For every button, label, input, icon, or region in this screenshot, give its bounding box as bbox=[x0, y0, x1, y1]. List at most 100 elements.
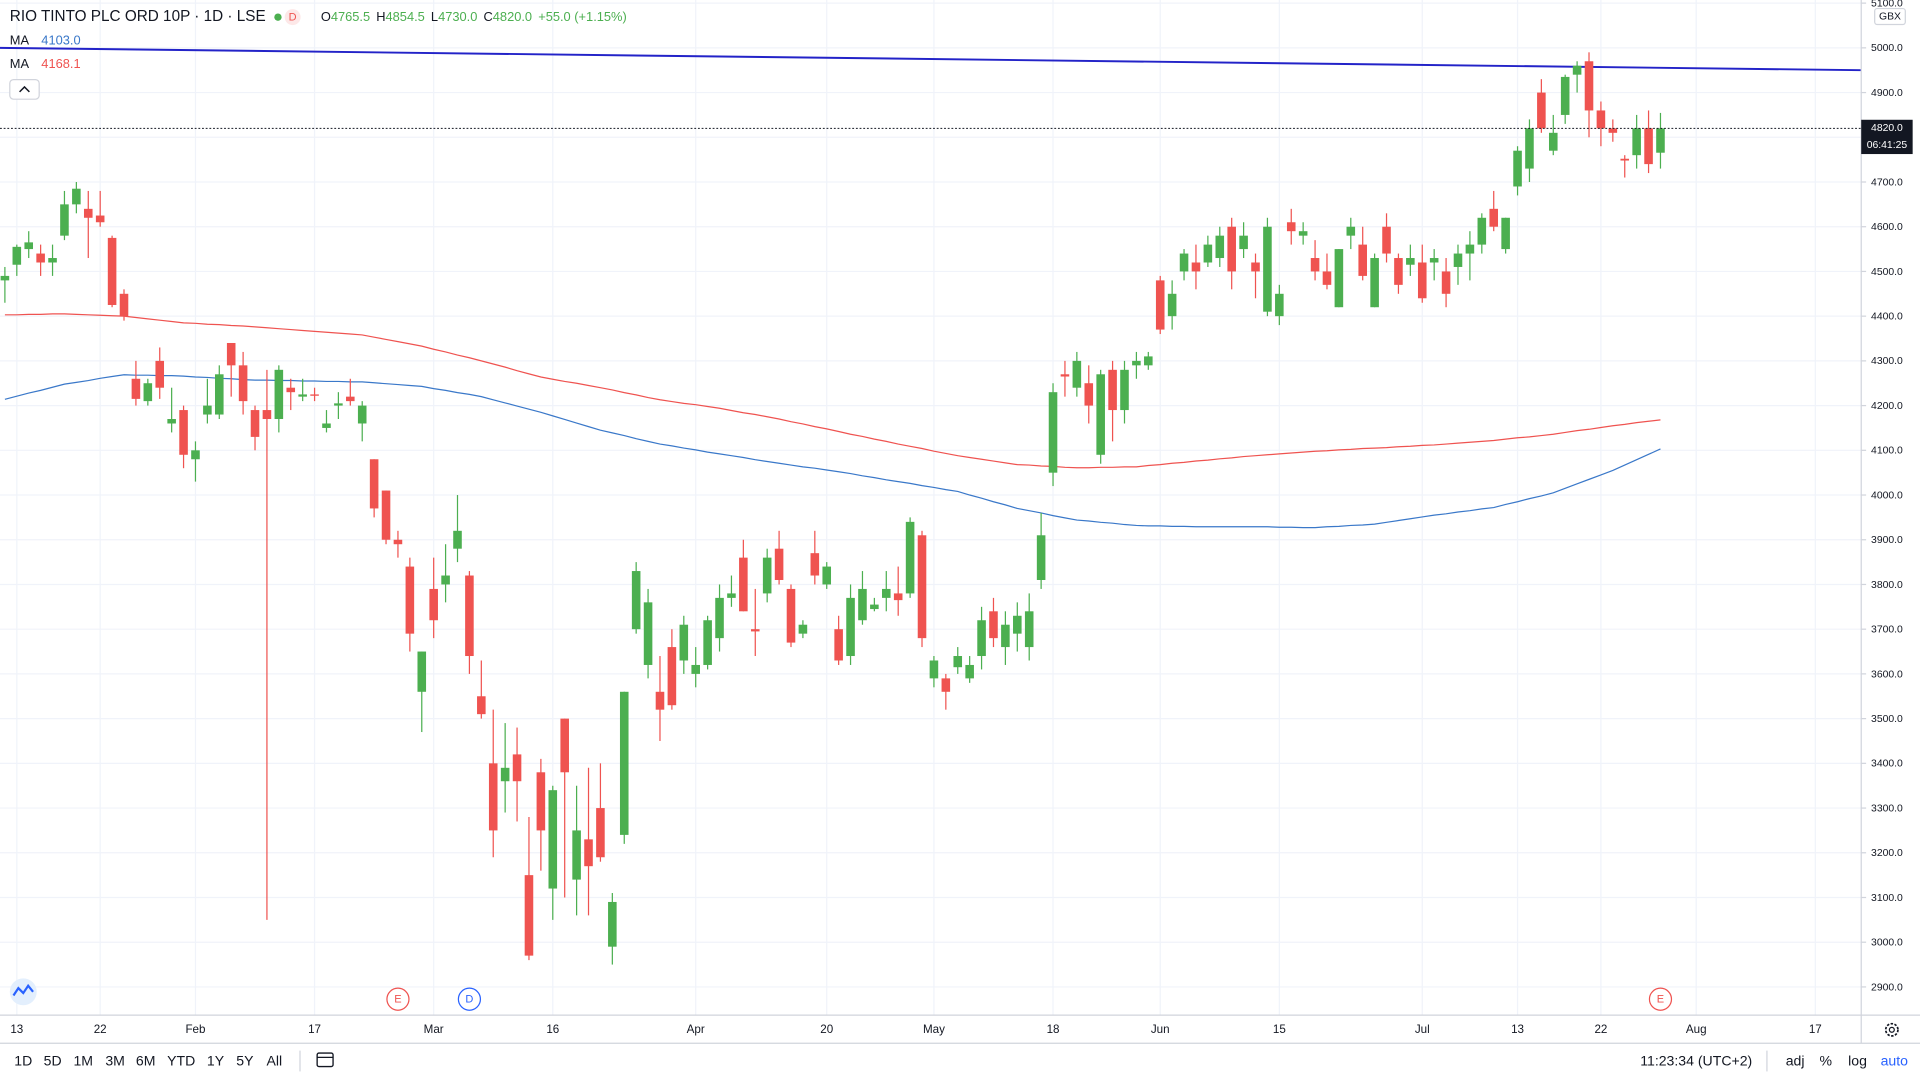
candle-body bbox=[679, 624, 689, 661]
candle-body bbox=[1275, 293, 1284, 317]
candle-body bbox=[1084, 383, 1094, 406]
range-button[interactable]: All bbox=[266, 1052, 282, 1068]
scale-option[interactable]: log bbox=[1848, 1052, 1867, 1068]
settings-button[interactable] bbox=[1884, 1022, 1899, 1037]
candle-body bbox=[846, 597, 855, 657]
x-tick-label: 13 bbox=[1511, 1023, 1524, 1036]
candle-body bbox=[1048, 392, 1058, 473]
candle-body bbox=[417, 651, 427, 692]
candle-body bbox=[560, 718, 569, 773]
range-button[interactable]: 3M bbox=[105, 1052, 125, 1068]
candle-body bbox=[191, 450, 200, 460]
candle-body bbox=[1203, 244, 1213, 263]
event-marker[interactable]: E bbox=[1648, 987, 1673, 1011]
logo bbox=[9, 978, 37, 1006]
y-tick-label: 3300.0 bbox=[1871, 803, 1903, 814]
y-tick-label: 3400.0 bbox=[1871, 759, 1903, 770]
scale-option[interactable]: % bbox=[1819, 1052, 1832, 1068]
candle-body bbox=[750, 629, 760, 632]
legend-value: 4168.1 bbox=[41, 56, 80, 71]
candle-body bbox=[167, 419, 176, 424]
candle-body bbox=[858, 588, 867, 621]
candle-body bbox=[1429, 258, 1439, 263]
candle-body bbox=[655, 691, 665, 710]
candle-body bbox=[1191, 262, 1201, 272]
range-button[interactable]: 1Y bbox=[207, 1052, 225, 1068]
candle-body bbox=[608, 901, 617, 947]
candle-body bbox=[739, 557, 748, 612]
y-tick-label: 4700.0 bbox=[1871, 177, 1903, 188]
candle-body bbox=[1656, 128, 1665, 153]
candle-body bbox=[929, 660, 939, 679]
candle-body bbox=[393, 539, 403, 545]
y-tick-label: 4400.0 bbox=[1871, 312, 1903, 323]
candle-body bbox=[643, 602, 653, 665]
candle-body bbox=[965, 664, 974, 679]
x-tick-label: 17 bbox=[1809, 1023, 1822, 1036]
candle-body bbox=[1120, 369, 1129, 411]
candle-body bbox=[1286, 222, 1296, 232]
event-label: D bbox=[465, 994, 473, 1006]
x-tick-label: 22 bbox=[1594, 1023, 1607, 1036]
y-tick-label: 5100.0 bbox=[1871, 0, 1903, 9]
event-label: E bbox=[394, 994, 401, 1006]
candle-body bbox=[703, 620, 712, 665]
y-tick-label: 5000.0 bbox=[1871, 43, 1903, 54]
range-button[interactable]: 1M bbox=[73, 1052, 93, 1068]
event-circle bbox=[457, 987, 482, 1011]
candle-body bbox=[774, 548, 784, 580]
candle-body bbox=[691, 664, 700, 674]
collapse-button[interactable] bbox=[9, 78, 40, 100]
x-tick-label: Jun bbox=[1151, 1023, 1170, 1036]
range-button[interactable]: 5D bbox=[44, 1052, 62, 1068]
candle-body bbox=[953, 656, 963, 668]
clock: 11:23:34 (UTC+2) bbox=[1640, 1052, 1752, 1068]
event-marker[interactable]: D bbox=[457, 987, 482, 1011]
candle-body bbox=[1537, 92, 1546, 129]
collapse-box bbox=[9, 78, 40, 100]
candle-body bbox=[48, 258, 57, 263]
range-button[interactable]: 5Y bbox=[236, 1052, 254, 1068]
candle-body bbox=[36, 253, 45, 263]
candle-body bbox=[1072, 360, 1082, 388]
candle-body bbox=[1310, 258, 1320, 272]
y-tick-label: 3000.0 bbox=[1871, 938, 1903, 949]
candle-body bbox=[1632, 128, 1641, 156]
ohlc-label: O bbox=[321, 9, 331, 24]
candle-body bbox=[381, 490, 391, 540]
candle-body bbox=[977, 620, 986, 657]
scale-option[interactable]: auto bbox=[1881, 1052, 1909, 1068]
candle-body bbox=[1525, 128, 1534, 169]
range-button[interactable]: 6M bbox=[136, 1052, 156, 1068]
ohlc-label: H bbox=[376, 9, 385, 24]
candle-body bbox=[1501, 217, 1510, 250]
range-button[interactable]: YTD bbox=[167, 1052, 195, 1068]
y-tick-label: 4200.0 bbox=[1871, 401, 1903, 412]
date-range-button[interactable] bbox=[316, 1052, 334, 1068]
trend-line bbox=[0, 46, 1862, 72]
candle-body bbox=[989, 611, 998, 639]
ohlc-label: L bbox=[431, 9, 438, 24]
candle-body bbox=[250, 410, 260, 437]
candle-body bbox=[215, 374, 224, 415]
event-circle bbox=[1648, 987, 1673, 1011]
gear-center bbox=[1888, 1026, 1895, 1033]
candle-body bbox=[226, 342, 236, 366]
candle-body bbox=[1584, 61, 1594, 111]
event-marker[interactable]: E bbox=[386, 987, 410, 1011]
candle-body bbox=[155, 360, 165, 388]
candle-body bbox=[1608, 128, 1618, 133]
toolbar: 11:23:34 (UTC+2) 1D 5D 1M 3M 6M YTD 1Y 5Y All adj… bbox=[14, 1050, 1909, 1072]
scale-option[interactable]: adj bbox=[1786, 1052, 1805, 1068]
y-tick-label: 4900.0 bbox=[1871, 88, 1903, 99]
currency-box bbox=[1874, 7, 1906, 26]
candle-body bbox=[1096, 374, 1105, 455]
candle-body bbox=[1346, 226, 1356, 236]
x-tick-label: May bbox=[923, 1023, 945, 1036]
candle-body bbox=[1239, 235, 1248, 250]
x-tick-label: 13 bbox=[10, 1023, 23, 1036]
candle-body bbox=[95, 215, 105, 223]
range-button[interactable]: 1D bbox=[14, 1052, 32, 1068]
candle-body bbox=[1251, 262, 1260, 272]
